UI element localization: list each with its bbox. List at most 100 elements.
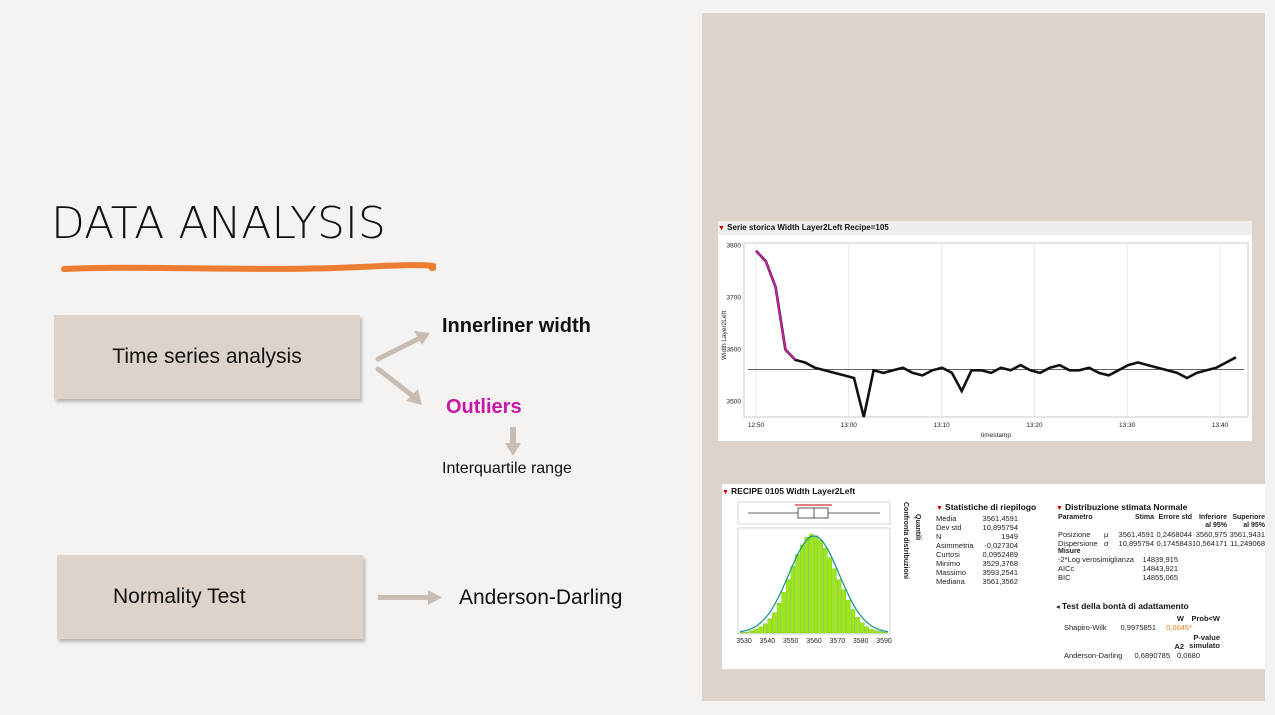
misure-row: AICc 14843,921 bbox=[1058, 564, 1266, 573]
stat-value: 3529,3768 bbox=[982, 559, 1018, 568]
param-row: Posizione μ 3561,4591 0,2468044 3560,975 3561… bbox=[1058, 530, 1266, 539]
innerliner-label: Innerliner width bbox=[442, 315, 591, 337]
time-series-box: Time series analysis bbox=[54, 315, 360, 399]
sw-w: 0,9975851 bbox=[1120, 623, 1156, 632]
col-stima: Stima bbox=[1134, 514, 1154, 521]
y-axis-label: Width Layer2Left bbox=[721, 311, 728, 360]
ad-p: 0,0680 bbox=[1177, 651, 1200, 660]
quantili-label: Quantili bbox=[914, 514, 921, 541]
histogram-bar bbox=[832, 568, 837, 634]
histogram-bar bbox=[790, 566, 796, 634]
param-stima: 10,895794 bbox=[1118, 539, 1154, 548]
histogram-bar bbox=[855, 617, 860, 634]
sw-col-p: Prob<W bbox=[1191, 614, 1220, 623]
stats-header: ▼ Statistiche di riepilogo bbox=[936, 502, 1037, 512]
ad-a2: 0,6890785 bbox=[1134, 651, 1170, 660]
x-tick-label: 13:10 bbox=[933, 422, 950, 429]
hist-tick-label: 3580 bbox=[853, 638, 869, 645]
histogram-bar bbox=[795, 554, 800, 634]
misure-value: 14839,915 bbox=[1142, 555, 1178, 564]
histogram-bar bbox=[850, 609, 856, 634]
x-axis-label: timestamp bbox=[981, 432, 1011, 439]
ad-name: Anderson-Darling bbox=[1064, 651, 1123, 660]
series-line bbox=[755, 249, 1237, 418]
hist-tick-label: 3550 bbox=[783, 638, 799, 645]
param-superiore: 3561,9431 bbox=[1229, 530, 1265, 539]
dist-header: ▼ RECIPE 0105 Width Layer2Left bbox=[722, 486, 1265, 498]
normal-header: ▼ Distribuzione stimata Normale bbox=[1056, 502, 1188, 512]
stat-value: 10,895794 bbox=[982, 523, 1018, 532]
stat-label: Dev std bbox=[936, 523, 962, 532]
stat-label: Massimo bbox=[936, 568, 967, 577]
histogram-bar bbox=[836, 579, 842, 634]
x-tick-label: 13:00 bbox=[841, 422, 858, 429]
histogram-chart: 3530 3540 3550 3560 3570 3580 3590 bbox=[736, 501, 892, 645]
down-arrow-icon bbox=[505, 427, 521, 456]
stat-label: Mediana bbox=[936, 577, 965, 586]
histogram-bar bbox=[772, 612, 777, 634]
hist-tick-label: 3560 bbox=[806, 638, 822, 645]
hist-tick-label: 3570 bbox=[830, 638, 846, 645]
histogram-bar bbox=[841, 589, 846, 634]
timeseries-window: ▼ Serie storica Width Layer2Left Recipe=… bbox=[718, 221, 1252, 441]
normality-label: Normality Test bbox=[113, 585, 246, 608]
stats-row: Mediana 3561,3562 bbox=[936, 577, 1018, 586]
normal-title: Distribuzione stimata Normale bbox=[1065, 502, 1188, 512]
stat-label: N bbox=[936, 532, 942, 541]
histogram-bar bbox=[883, 632, 888, 634]
histogram-bar bbox=[860, 622, 865, 634]
histogram-bar bbox=[873, 630, 879, 634]
histogram-bar bbox=[869, 628, 874, 634]
hist-tick-label: 3540 bbox=[760, 638, 776, 645]
confronta-label: Confronta distribuzioni bbox=[902, 502, 909, 579]
misure-name: AICc bbox=[1058, 564, 1075, 573]
ad-col-p: P-value simulato bbox=[1189, 633, 1220, 650]
collapse-icon[interactable]: ▼ bbox=[722, 489, 729, 496]
misure-name: BIC bbox=[1058, 573, 1071, 582]
y-tick-label: 3800 bbox=[727, 243, 742, 250]
stats-row: Media 3561,4591 bbox=[936, 514, 1018, 523]
histogram-bar bbox=[827, 557, 833, 634]
misure-row: BIC 14855,065 bbox=[1058, 573, 1266, 582]
histogram-bar bbox=[809, 533, 814, 634]
param-name: Dispersione bbox=[1058, 539, 1098, 548]
boxplot-box bbox=[797, 507, 829, 519]
histogram-bar bbox=[753, 628, 759, 634]
param-symbol: μ bbox=[1104, 530, 1109, 539]
x-tick-label: 12:50 bbox=[748, 422, 765, 429]
sw-name: Shapiro-Wilk bbox=[1064, 623, 1107, 632]
outliers-label: Outliers bbox=[446, 396, 522, 418]
histogram-bar bbox=[846, 599, 851, 634]
stats-row: Minimo 3529,3768 bbox=[936, 559, 1018, 568]
stat-value: 3593,2541 bbox=[982, 568, 1018, 577]
histogram-bar bbox=[823, 547, 828, 634]
x-tick-label: 13:30 bbox=[1119, 422, 1136, 429]
param-inferiore: 3560,975 bbox=[1195, 530, 1227, 539]
histogram-bar bbox=[781, 591, 786, 634]
misure-value: 14843,921 bbox=[1142, 564, 1178, 573]
histogram-bar bbox=[813, 535, 819, 634]
sw-col-w: W bbox=[1176, 614, 1184, 623]
misure-row: -2*Log verosimiglianza 14839,915 bbox=[1058, 555, 1266, 564]
col-parametro: Parametro bbox=[1058, 514, 1093, 521]
y-tick-label: 3500 bbox=[727, 398, 742, 405]
histogram-bar bbox=[739, 632, 745, 634]
histogram-bar bbox=[799, 544, 805, 634]
gof-table: W Prob<W Shapiro-Wilk 0,9975851 0,0045* A2 P… bbox=[1064, 614, 1224, 660]
right-arrow-icon bbox=[378, 590, 442, 605]
collapse-icon[interactable]: ▼ bbox=[718, 225, 725, 232]
stats-title: Statistiche di riepilogo bbox=[945, 502, 1037, 512]
stat-value: -0,027304 bbox=[984, 541, 1018, 550]
branch-arrows-icon bbox=[375, 331, 430, 405]
histogram-bar bbox=[744, 632, 749, 634]
x-tick-label: 13:40 bbox=[1212, 422, 1229, 429]
param-name: Posizione bbox=[1058, 530, 1091, 539]
col-superiore: Superiore al 95% bbox=[1232, 514, 1265, 529]
misure-label: Misure bbox=[1058, 548, 1081, 555]
outlier-line bbox=[755, 250, 796, 361]
y-tick-label: 3600 bbox=[727, 346, 742, 353]
hist-tick-label: 3530 bbox=[736, 638, 752, 645]
stat-label: Asimmetria bbox=[936, 541, 974, 550]
plot-frame bbox=[743, 242, 1249, 418]
param-errore: 0,1745843 bbox=[1156, 539, 1192, 548]
